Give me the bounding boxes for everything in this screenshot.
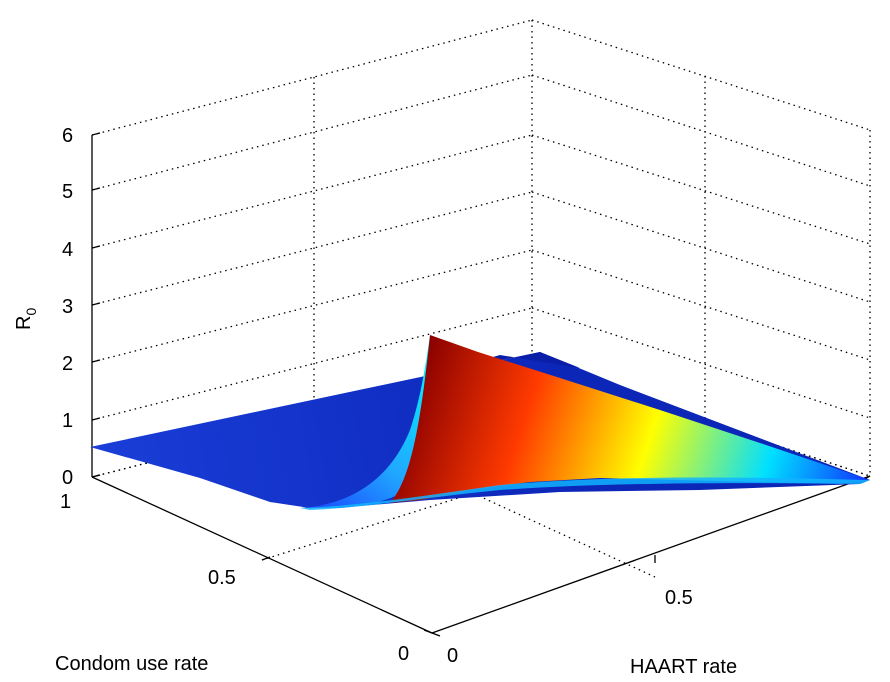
y-tick-labels: 1 0.5 0 [60, 491, 409, 665]
axes [91, 132, 871, 637]
surface-ridge [390, 335, 870, 503]
z-tick-0: 0 [62, 467, 73, 489]
z-tick-labels: 6 5 4 3 2 1 0 [62, 125, 73, 489]
y-tick-0: 0 [398, 643, 409, 665]
y-tick-1: 1 [60, 491, 71, 513]
z-tick-4: 4 [62, 239, 73, 261]
y-tick-0.5: 0.5 [208, 567, 236, 589]
z-tick-5: 5 [62, 181, 73, 203]
z-tick-2: 2 [62, 353, 73, 375]
z-tick-1: 1 [62, 410, 73, 432]
x-tick-0: 0 [447, 645, 458, 667]
z-tick-3: 3 [62, 296, 73, 318]
surface-back-region [430, 352, 580, 375]
surface [90, 335, 870, 510]
z-tick-6: 6 [62, 125, 73, 147]
x-tick-labels: 0 0.5 [447, 587, 693, 667]
surface-front-skirt [300, 477, 870, 510]
z-axis-label: R0 [13, 308, 39, 330]
x-axis-label: HAART rate [630, 656, 737, 678]
y-axis-label: Condom use rate [55, 653, 208, 675]
z-axis-label-subscript: 0 [23, 308, 39, 316]
x-tick-0.5: 0.5 [665, 587, 693, 609]
